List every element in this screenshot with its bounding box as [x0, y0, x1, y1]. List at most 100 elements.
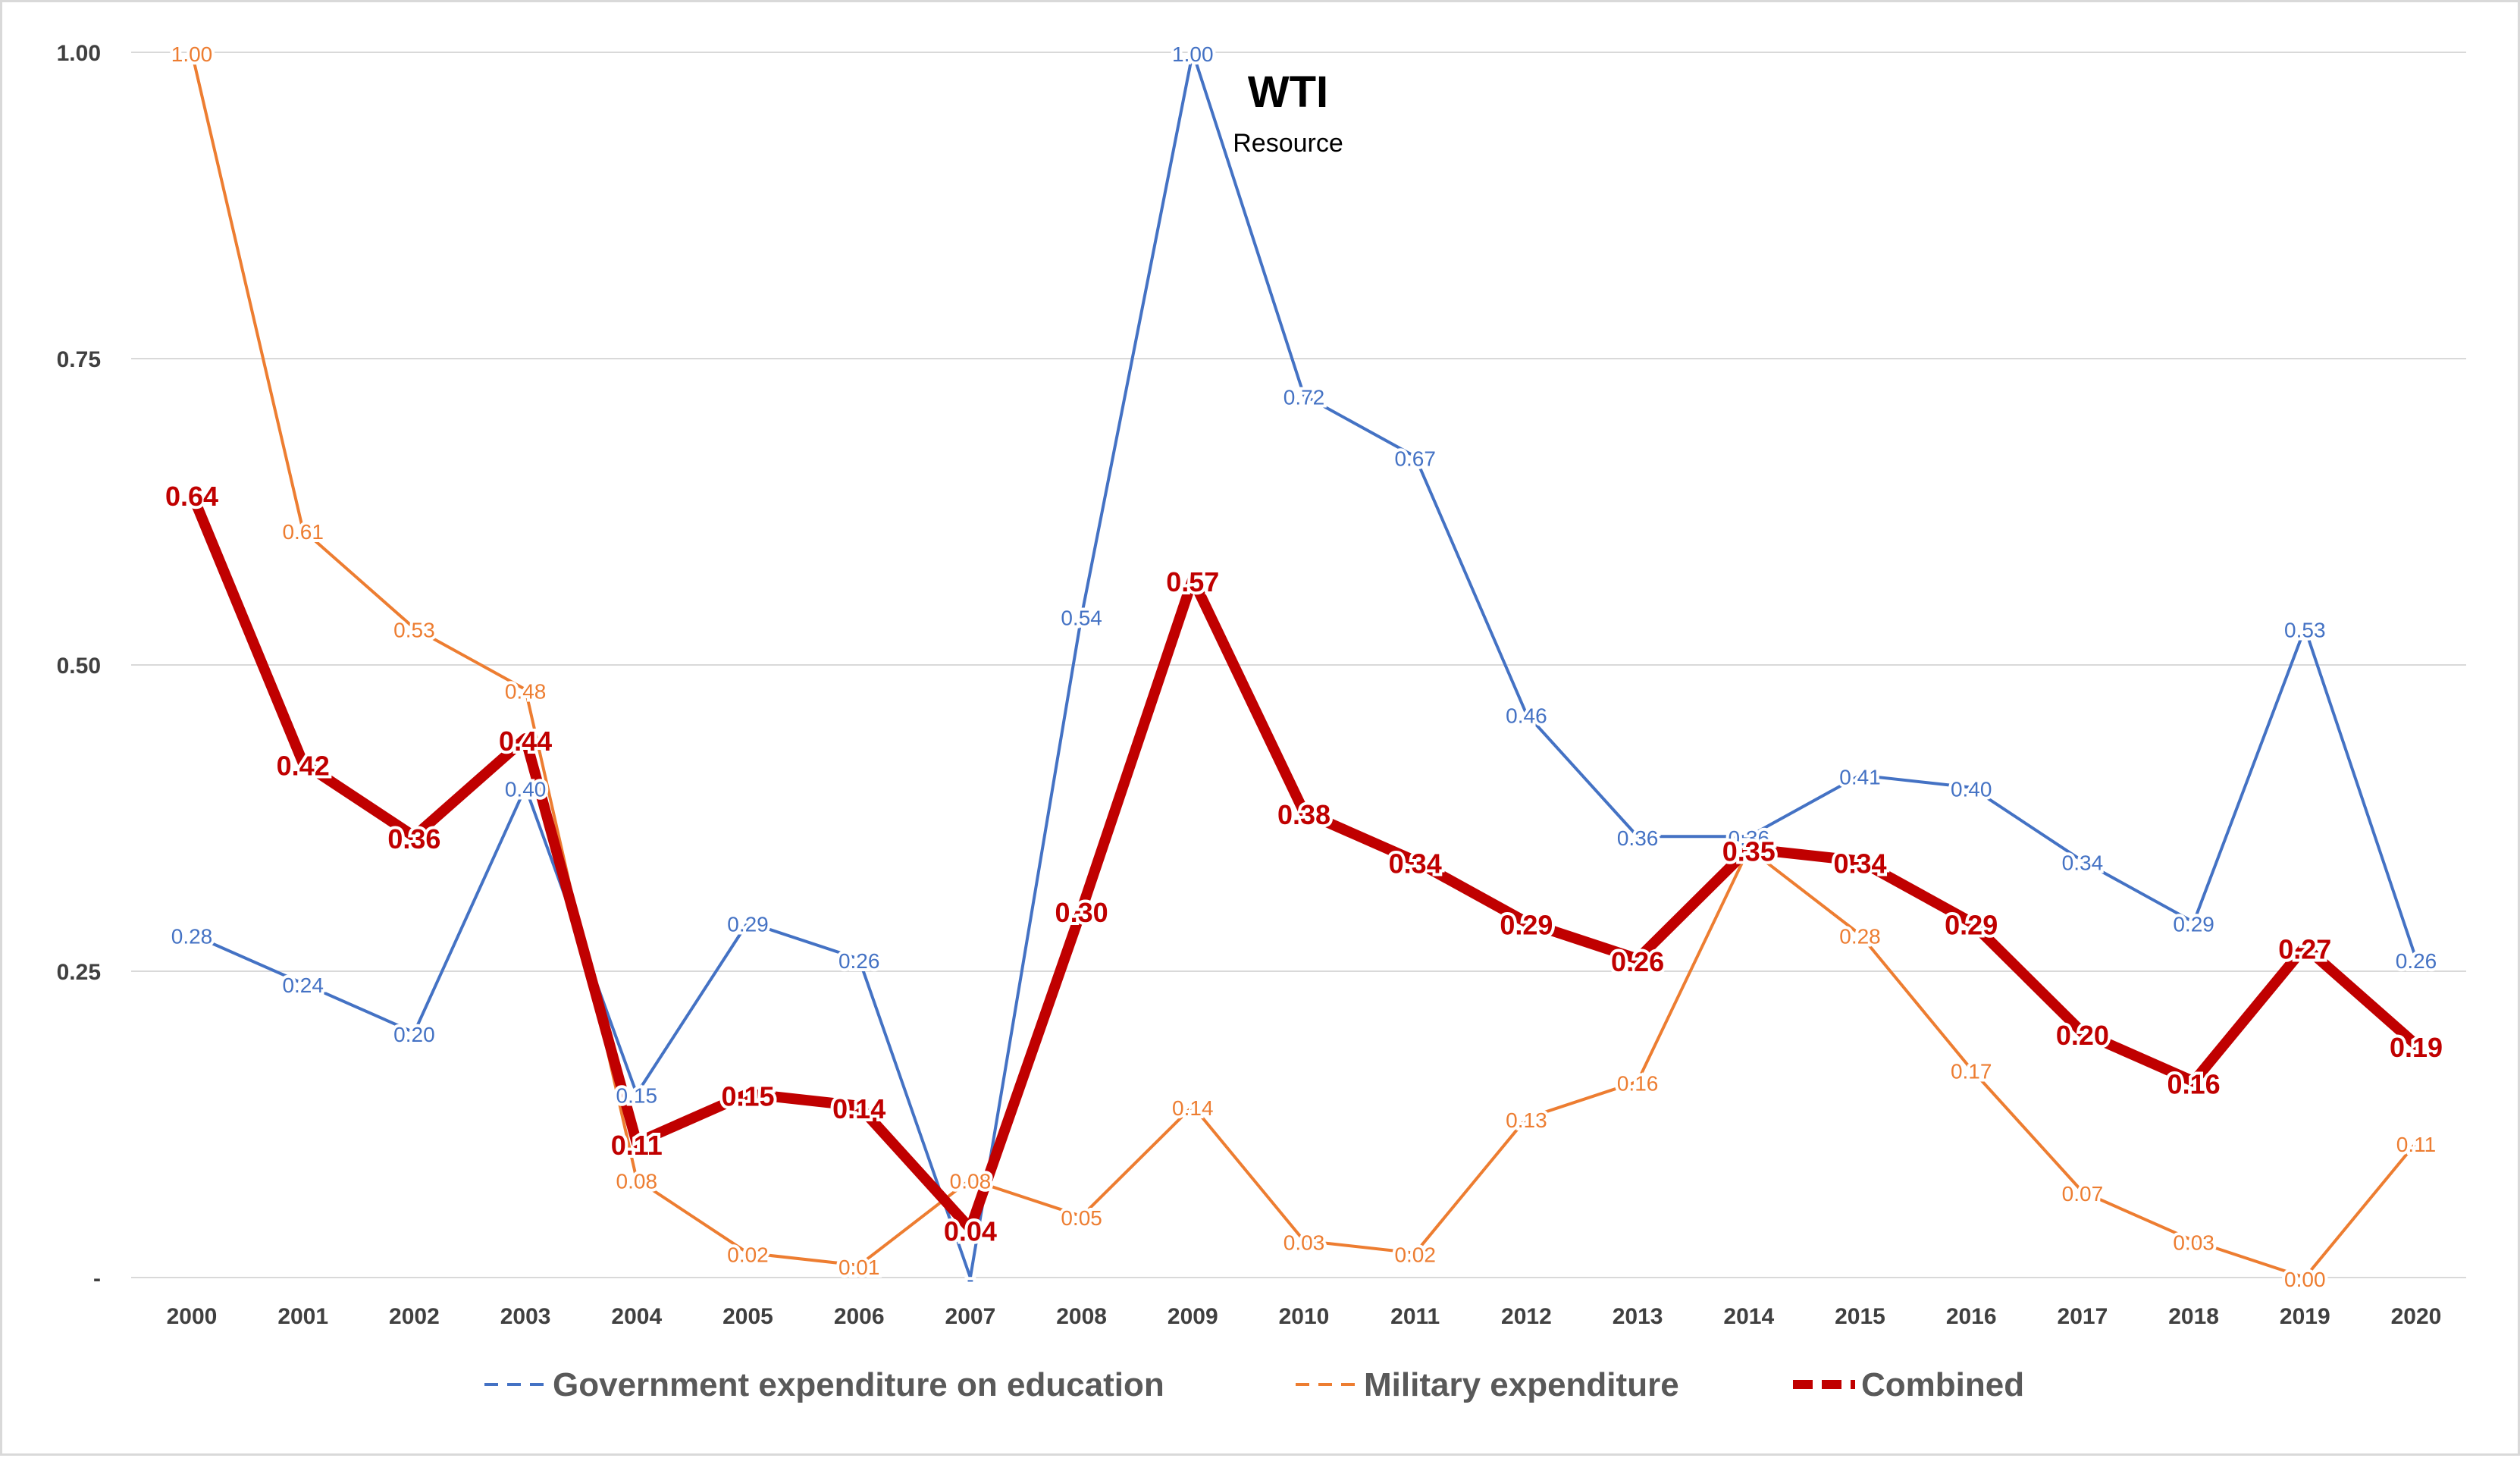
data-label: 0.13 [1506, 1108, 1547, 1132]
x-tick-label: 2020 [2391, 1304, 2442, 1329]
data-label: 0.48 [505, 679, 547, 703]
legend-label: Government expenditure on education [553, 1366, 1164, 1403]
data-label: - [967, 1268, 973, 1291]
data-label: 0.11 [2396, 1133, 2436, 1156]
x-tick-label: 2006 [834, 1304, 885, 1329]
x-tick-label: 2014 [1723, 1304, 1774, 1329]
data-label: 0.29 [1945, 909, 1998, 940]
x-tick-label: 2004 [611, 1304, 662, 1329]
series-lines [186, 51, 2421, 1279]
data-label: 0.28 [1839, 925, 1881, 948]
data-label: 0.16 [1617, 1071, 1659, 1095]
data-label: 0.40 [1951, 778, 1992, 801]
x-tick-label: 2013 [1613, 1304, 1663, 1329]
x-tick-label: 2019 [2280, 1304, 2330, 1329]
data-label: 0.26 [1611, 946, 1664, 977]
data-label: 0.29 [727, 912, 769, 936]
data-label: 0.08 [616, 1170, 658, 1193]
data-labels: 0.28 0.24 0.20 0.40 0.15 0.29 0.26 - 0.54 1.00 0.7… [162, 39, 2446, 1294]
data-label: 0.03 [1284, 1231, 1325, 1255]
data-label: 0.20 [393, 1023, 435, 1046]
data-label: 0.00 [2284, 1268, 2326, 1291]
data-label: 0.41 [1839, 765, 1881, 789]
y-axis: - 0.25 0.50 0.75 1.00 [57, 41, 101, 1291]
x-tick-label: 2011 [1390, 1304, 1440, 1329]
data-label: 0.02 [1394, 1243, 1436, 1267]
data-label: 0.38 [1277, 799, 1331, 830]
data-label: 0.11 [611, 1130, 663, 1161]
data-label: 0.53 [2284, 619, 2326, 642]
data-label: 0.57 [1166, 566, 1219, 597]
data-label: 0.35 [1729, 839, 1770, 862]
data-label: 1.00 [171, 42, 213, 66]
y-tick-label: 0.25 [57, 960, 101, 985]
legend: Government expenditure on education Milit… [484, 1366, 2024, 1403]
data-label: 0.24 [282, 974, 324, 997]
data-label: 0.14 [832, 1093, 885, 1124]
data-label: 0.14 [1172, 1096, 1214, 1120]
data-label: 0.72 [1284, 385, 1325, 409]
data-label: 0.35 [1722, 836, 1776, 867]
x-tick-label: 2017 [2058, 1304, 2108, 1329]
data-label: 0.08 [950, 1170, 992, 1193]
data-label: 0.20 [2056, 1020, 2109, 1051]
data-label: 0.34 [1833, 848, 1886, 880]
x-tick-label: 2012 [1501, 1304, 1552, 1329]
gridlines [131, 52, 2466, 1278]
data-label: 0.05 [1061, 1206, 1102, 1230]
data-label: 0.42 [277, 750, 330, 781]
data-label: 0.54 [1061, 606, 1102, 629]
data-label: 1.00 [1172, 42, 1214, 66]
data-label: 0.03 [2173, 1231, 2214, 1255]
x-tick-label: 2005 [722, 1304, 773, 1329]
x-tick-label: 2018 [2168, 1304, 2219, 1329]
x-tick-label: 2001 [277, 1304, 328, 1329]
x-tick-label: 2008 [1056, 1304, 1107, 1329]
data-label: 0.36 [1729, 826, 1770, 850]
data-label: 0.67 [1394, 447, 1436, 470]
data-label: 0.27 [2278, 934, 2331, 965]
data-label: 0.01 [838, 1256, 880, 1279]
data-label: 0.04 [944, 1215, 997, 1246]
data-label: 0.29 [1500, 909, 1553, 940]
chart-subtitle: Resource [1233, 129, 1343, 158]
x-tick-label: 2003 [500, 1304, 551, 1329]
data-label: 0.40 [505, 778, 547, 801]
data-label: 0.26 [838, 949, 880, 973]
data-label: 0.64 [165, 481, 218, 512]
data-label: 0.19 [2390, 1032, 2443, 1063]
x-tick-label: 2002 [389, 1304, 440, 1329]
series-line-1 [190, 51, 2418, 1279]
chart-title: WTI [1248, 67, 1328, 117]
data-label: 0.15 [616, 1084, 658, 1108]
legend-label: Military expenditure [1364, 1366, 1679, 1403]
x-tick-label: 2015 [1835, 1304, 1885, 1329]
data-label: 0.61 [282, 520, 324, 544]
data-label: 0.17 [1951, 1059, 1992, 1083]
data-label: 0.30 [1055, 897, 1108, 928]
data-label: 0.29 [2173, 912, 2214, 936]
data-label: 0.07 [2062, 1182, 2104, 1206]
series-line-2 [186, 488, 2421, 1234]
data-label: 0.44 [499, 726, 552, 757]
y-tick-label: 0.50 [57, 654, 101, 679]
legend-label: Combined [1861, 1366, 2024, 1403]
data-label: 0.02 [727, 1243, 769, 1267]
data-label: 0.36 [1617, 826, 1659, 850]
data-label: 0.36 [387, 823, 440, 854]
data-label: 0.15 [721, 1081, 774, 1112]
data-label: 0.46 [1506, 704, 1547, 728]
y-tick-label: 0.75 [57, 347, 101, 372]
data-label: 0.16 [2167, 1068, 2221, 1099]
data-label: 0.28 [171, 925, 213, 948]
y-tick-label: 1.00 [57, 41, 101, 66]
x-tick-label: 2016 [1946, 1304, 1997, 1329]
data-label: 0.26 [2396, 949, 2437, 973]
data-label: 0.53 [393, 619, 435, 642]
x-tick-label: 2010 [1279, 1304, 1330, 1329]
x-tick-label: 2000 [167, 1304, 218, 1329]
y-tick-label: - [93, 1266, 101, 1291]
data-label: 0.34 [2062, 851, 2104, 875]
